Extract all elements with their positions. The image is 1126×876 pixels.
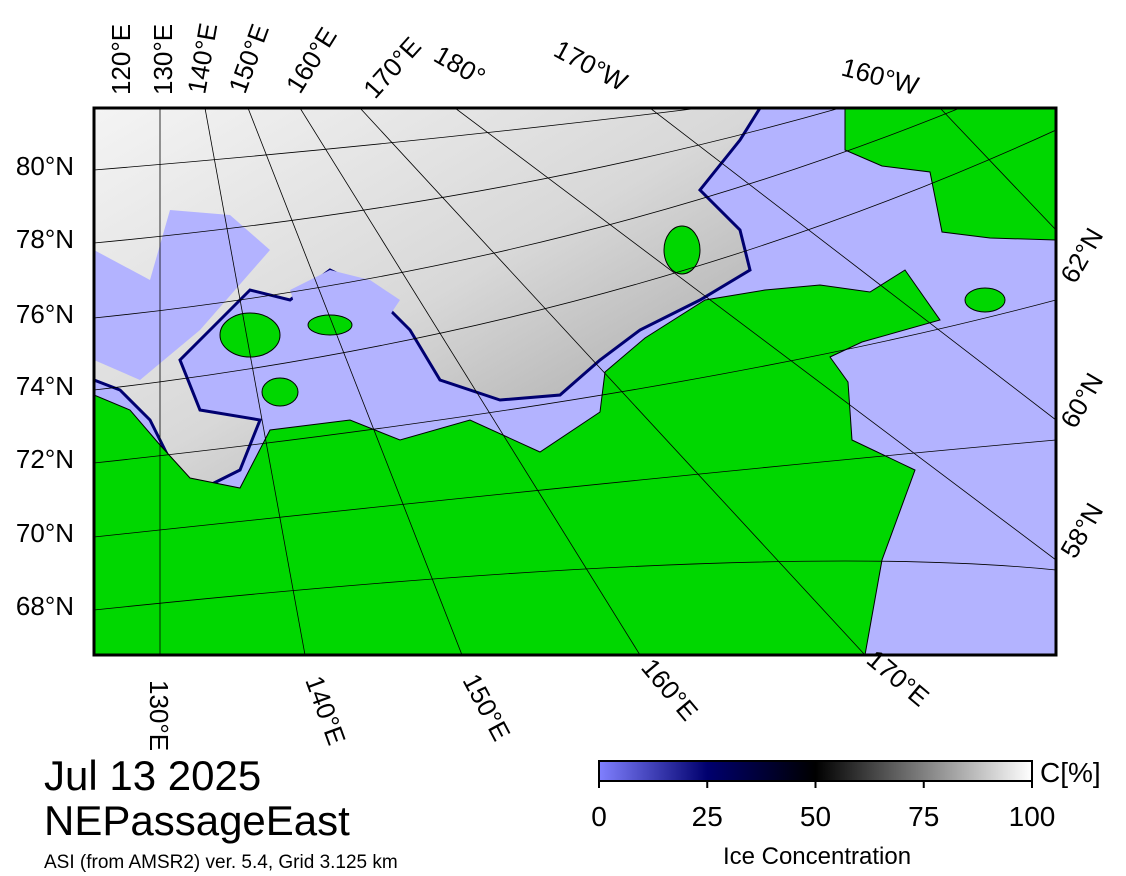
island: [663, 225, 701, 275]
bottom-label: 130°E: [144, 680, 174, 751]
colorbar-tick-label: 100: [1009, 801, 1056, 832]
graticule: [94, 108, 1056, 655]
map-area: [94, 108, 1056, 655]
date: Jul 13 2025: [44, 752, 261, 799]
colorbar-unit: C[%]: [1040, 757, 1101, 788]
top-label: 170°E: [357, 31, 427, 104]
left-label: 74°N: [16, 371, 74, 401]
colorbar-tick-label: 50: [800, 801, 831, 832]
top-label: 140°E: [181, 21, 223, 96]
open-water-patch: [94, 210, 270, 380]
right-label: 58°N: [1054, 498, 1109, 563]
left-label: 78°N: [16, 224, 74, 254]
colorbar-tick-label: 0: [591, 801, 607, 832]
top-label: 170°W: [549, 34, 633, 97]
colorbar-ticks: 0 25 50 75 100: [591, 781, 1055, 832]
right-label: 60°N: [1054, 368, 1109, 433]
map-frame: [92, 106, 1058, 657]
island: [261, 377, 299, 407]
colorbar-tick-label: 75: [908, 801, 939, 832]
top-label: 130°E: [148, 24, 178, 95]
left-label: 76°N: [16, 299, 74, 329]
land-alaska: [844, 108, 1056, 241]
island: [964, 287, 1006, 313]
island: [307, 314, 353, 336]
region-name: NEPassageEast: [44, 797, 350, 844]
top-label: 180°: [429, 39, 491, 92]
top-label: 160°E: [280, 22, 343, 98]
top-label: 160°W: [838, 52, 922, 101]
left-label: 70°N: [16, 518, 74, 548]
bottom-label: 140°E: [299, 672, 352, 749]
land-siberia: [94, 269, 941, 655]
caption: ASI (from AMSR2) ver. 5.4, Grid 3.125 km: [44, 852, 398, 873]
bottom-label: 160°E: [635, 653, 704, 727]
top-label: 120°E: [106, 24, 136, 95]
right-label: 62°N: [1054, 223, 1109, 288]
left-label: 68°N: [16, 591, 74, 621]
left-label: 72°N: [16, 444, 74, 474]
island: [219, 312, 281, 358]
top-label: 150°E: [222, 20, 275, 97]
bottom-label: 150°E: [457, 669, 517, 746]
colorbar: [598, 760, 1033, 782]
colorbar-label: Ice Concentration: [723, 843, 911, 870]
left-label: 80°N: [16, 151, 74, 181]
colorbar-tick-label: 25: [692, 801, 723, 832]
